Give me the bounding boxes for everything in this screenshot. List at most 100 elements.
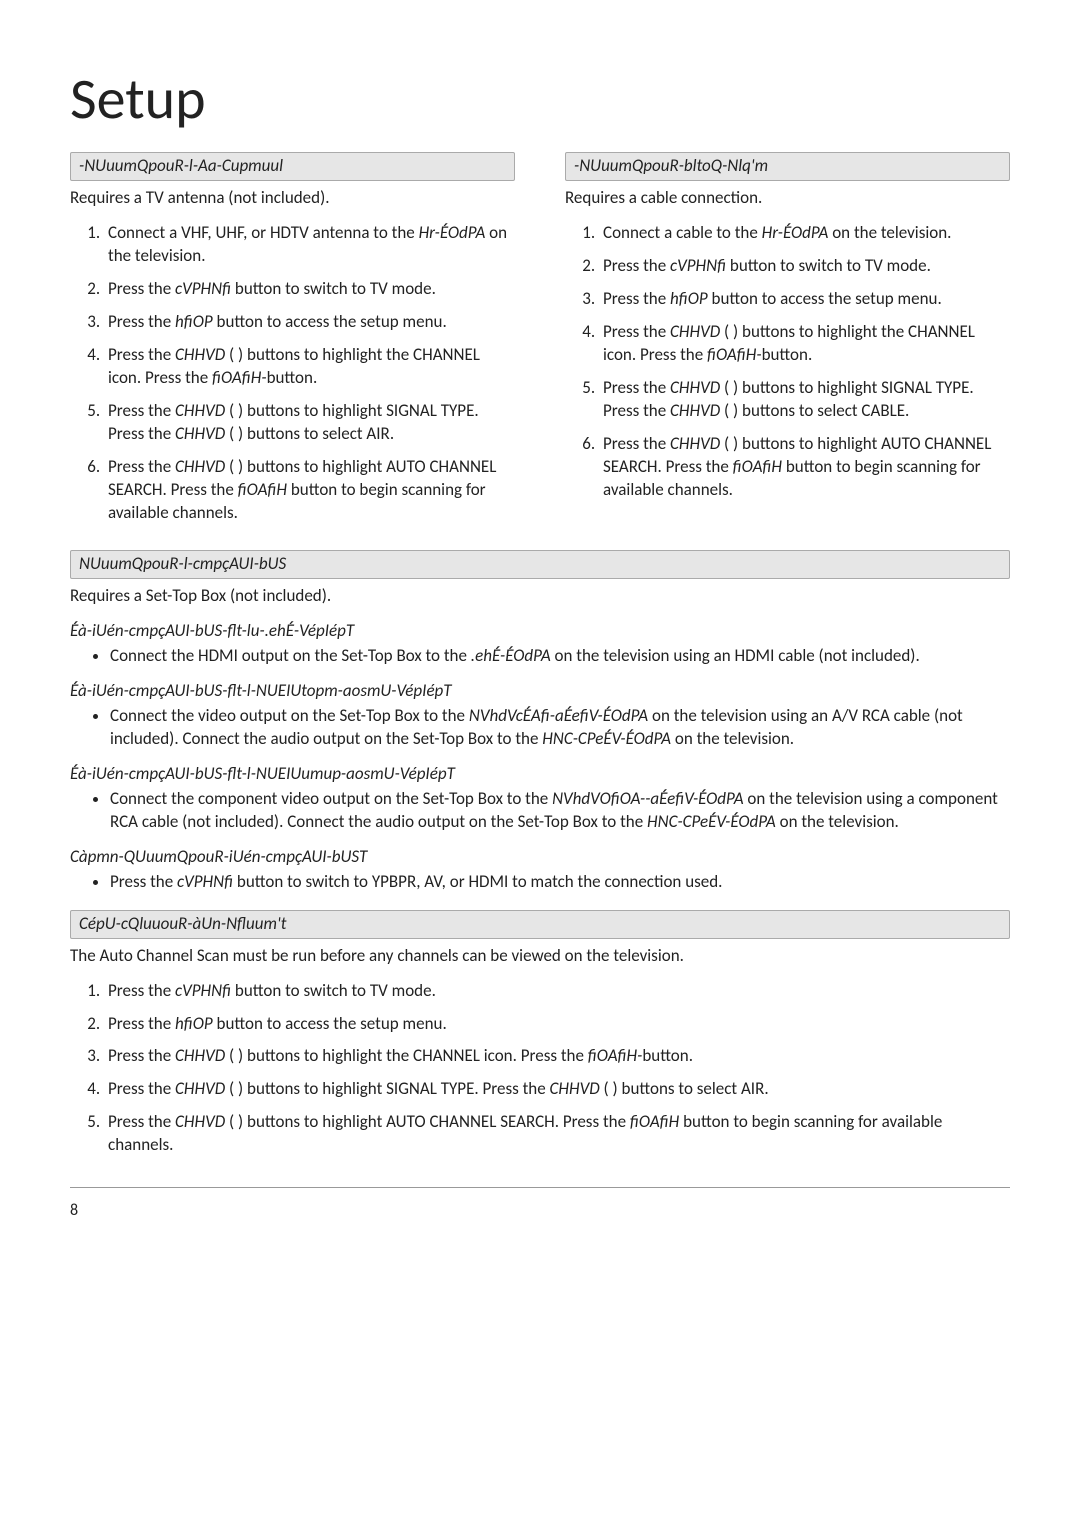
text: button to switch to YPBPR, AV, or HDMI t… xyxy=(233,871,722,892)
list-item: Press the hfiOP button to access the set… xyxy=(104,311,515,334)
text: Press the xyxy=(108,1013,175,1034)
text: button to access the setup menu. xyxy=(213,1013,447,1034)
text-em: fiOAfiH xyxy=(630,1111,679,1132)
text-em: CHHVD xyxy=(550,1078,600,1099)
list-item: Press the CHHVD ( ) buttons to highlight… xyxy=(104,400,515,446)
list-item: Press the CHHVD ( ) buttons to highlight… xyxy=(104,456,515,525)
text-em: CHHVD xyxy=(175,456,225,477)
text: button to switch to TV mode. xyxy=(726,255,931,276)
text: button. xyxy=(642,1045,693,1066)
text-em: NVhdVcÉAfi-aÉefiV-ÉOdPA xyxy=(469,705,648,726)
stb-sub2-item: Connect the video output on the Set-Top … xyxy=(110,705,1010,751)
text: on the television using an HDMI cable (n… xyxy=(551,645,920,666)
list-item: Press the CHHVD ( ) buttons to highlight… xyxy=(104,1078,1010,1101)
text: on the television. xyxy=(776,811,899,832)
page-title: Setup xyxy=(70,60,1010,138)
text: ( ) buttons to select AIR. xyxy=(600,1078,769,1099)
text: Press the xyxy=(603,255,670,276)
text: Press the xyxy=(108,400,175,421)
stb-sub1-list: Connect the HDMI output on the Set-Top B… xyxy=(70,645,1010,668)
text: Connect a cable to the xyxy=(603,222,762,243)
text: button to switch to TV mode. xyxy=(231,980,436,1001)
text: Press the xyxy=(603,288,670,309)
list-item: Press the CHHVD ( ) buttons to highlight… xyxy=(104,344,515,390)
text: ( ) buttons to highlight the CHANNEL ico… xyxy=(225,1045,588,1066)
stb-sub4-head: Càpmn-QUuumQpouR-iUén-cmpçAUI-bUST xyxy=(70,846,1010,869)
text: on the television. xyxy=(671,728,794,749)
stb-sub2-list: Connect the video output on the Set-Top … xyxy=(70,705,1010,751)
text-em: cVPHNfi xyxy=(670,255,726,276)
stb-header: NUuumQpouR-l-cmpçAUI-bUS xyxy=(70,550,1010,579)
stb-sub1-head: Éà-iUén-cmpçAUI-bUS-flt-lu-.ehÉ-VépIépT xyxy=(70,620,1010,643)
text: ( ) buttons to highlight SIGNAL TYPE. Pr… xyxy=(225,1078,549,1099)
text: Press the xyxy=(108,1078,175,1099)
text-em: fiOAfiH- xyxy=(707,344,762,365)
two-column-region: -NUuumQpouR-l-Aa-Cupmuul Requires a TV a… xyxy=(70,152,1010,534)
list-item: Press the CHHVD ( ) buttons to highlight… xyxy=(599,321,1010,367)
text-em: cVPHNfi xyxy=(177,871,233,892)
list-item: Press the cVPHNfi button to switch to TV… xyxy=(104,278,515,301)
text: Connect the video output on the Set-Top … xyxy=(110,705,469,726)
cable-lead: Requires a cable connection. xyxy=(565,187,1010,210)
text-em: CHHVD xyxy=(670,321,720,342)
list-item: Press the CHHVD ( ) buttons to highlight… xyxy=(104,1111,1010,1157)
list-item: Connect a cable to the Hr-ÉOdPA on the t… xyxy=(599,222,1010,245)
text: Press the xyxy=(108,344,175,365)
text: Press the xyxy=(603,321,670,342)
text-em: NVhdVOfiOA--aÉefiV-ÉOdPA xyxy=(552,788,744,809)
text-em: CHHVD xyxy=(175,400,225,421)
text: Press the xyxy=(108,980,175,1001)
text: Press the xyxy=(108,1045,175,1066)
text: Press the xyxy=(108,311,175,332)
text-em: fiOAfiH xyxy=(238,479,287,500)
list-item: Press the hfiOP button to access the set… xyxy=(104,1013,1010,1036)
cable-steps: Connect a cable to the Hr-ÉOdPA on the t… xyxy=(565,222,1010,501)
text-em: .ehÉ-ÉOdPA xyxy=(471,645,551,666)
text-em: CHHVD xyxy=(670,377,720,398)
text: Press the xyxy=(110,871,177,892)
text-em: cVPHNfi xyxy=(175,980,231,1001)
list-item: Press the cVPHNfi button to switch to TV… xyxy=(104,980,1010,1003)
text-em: hfiOP xyxy=(175,1013,213,1034)
text: button to access the setup menu. xyxy=(213,311,447,332)
text-em: CHHVD xyxy=(670,400,720,421)
antenna-lead: Requires a TV antenna (not included). xyxy=(70,187,515,210)
text-em: Hr-ÉOdPA xyxy=(762,222,829,243)
list-item: Press the cVPHNfi button to switch to TV… xyxy=(599,255,1010,278)
text: ( ) buttons to highlight AUTO CHANNEL SE… xyxy=(225,1111,630,1132)
text-em: hfiOP xyxy=(175,311,213,332)
auto-header: CépU-cQluuouR-àUn-Nfluum't xyxy=(70,910,1010,939)
list-item: Press the CHHVD ( ) buttons to highlight… xyxy=(599,377,1010,423)
stb-sub3-item: Connect the component video output on th… xyxy=(110,788,1010,834)
text: Press the xyxy=(108,1111,175,1132)
footer-rule xyxy=(70,1187,1010,1188)
text: Connect a VHF, UHF, or HDTV antenna to t… xyxy=(108,222,419,243)
text: ( ) buttons to select CABLE. xyxy=(720,400,909,421)
text-em: CHHVD xyxy=(175,423,225,444)
text-em: CHHVD xyxy=(175,1111,225,1132)
page-number: 8 xyxy=(70,1200,1010,1222)
antenna-header: -NUuumQpouR-l-Aa-Cupmuul xyxy=(70,152,515,181)
text-em: cVPHNfi xyxy=(175,278,231,299)
text: button. xyxy=(267,367,318,388)
text: on the television. xyxy=(828,222,951,243)
text-em: HNC-CPeÉV-ÉOdPA xyxy=(647,811,776,832)
text-em: CHHVD xyxy=(175,1078,225,1099)
antenna-steps: Connect a VHF, UHF, or HDTV antenna to t… xyxy=(70,222,515,524)
text: button to access the setup menu. xyxy=(708,288,942,309)
text-em: HNC-CPeÉV-ÉOdPA xyxy=(542,728,671,749)
auto-steps: Press the cVPHNfi button to switch to TV… xyxy=(70,980,1010,1158)
list-item: Press the hfiOP button to access the set… xyxy=(599,288,1010,311)
text: Press the xyxy=(108,278,175,299)
list-item: Connect a VHF, UHF, or HDTV antenna to t… xyxy=(104,222,515,268)
stb-sub4-list: Press the cVPHNfi button to switch to YP… xyxy=(70,871,1010,894)
stb-sub3-head: Éà-iUén-cmpçAUI-bUS-flt-l-NUEIUumup-aosm… xyxy=(70,763,1010,786)
text: Press the xyxy=(108,456,175,477)
stb-sub3-list: Connect the component video output on th… xyxy=(70,788,1010,834)
cable-column: -NUuumQpouR-bltoQ-Nlq'm Requires a cable… xyxy=(565,152,1010,534)
text-em: fiOAfiH- xyxy=(588,1045,643,1066)
antenna-column: -NUuumQpouR-l-Aa-Cupmuul Requires a TV a… xyxy=(70,152,515,534)
text-em: Hr-ÉOdPA xyxy=(419,222,486,243)
text: button to switch to TV mode. xyxy=(231,278,436,299)
stb-lead: Requires a Set-Top Box (not included). xyxy=(70,585,1010,608)
